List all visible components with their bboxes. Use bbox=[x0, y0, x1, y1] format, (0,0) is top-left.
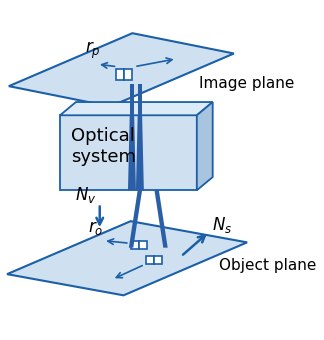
Polygon shape bbox=[138, 84, 142, 115]
Text: Object plane: Object plane bbox=[219, 258, 316, 273]
Polygon shape bbox=[197, 102, 213, 190]
Polygon shape bbox=[60, 102, 213, 115]
Polygon shape bbox=[128, 115, 136, 190]
Polygon shape bbox=[124, 69, 133, 80]
Text: Image plane: Image plane bbox=[199, 76, 294, 91]
Polygon shape bbox=[60, 115, 197, 190]
Polygon shape bbox=[155, 256, 162, 265]
Polygon shape bbox=[145, 256, 154, 265]
Text: $N_v$: $N_v$ bbox=[75, 185, 97, 205]
Text: $r_p$: $r_p$ bbox=[85, 39, 100, 61]
Text: $r_o$: $r_o$ bbox=[88, 219, 104, 237]
Polygon shape bbox=[155, 190, 168, 248]
Polygon shape bbox=[136, 115, 144, 190]
Polygon shape bbox=[129, 190, 142, 248]
Polygon shape bbox=[139, 241, 147, 250]
Polygon shape bbox=[7, 221, 247, 295]
Polygon shape bbox=[131, 241, 139, 250]
Text: $N_s$: $N_s$ bbox=[212, 215, 232, 235]
Polygon shape bbox=[9, 33, 234, 106]
Text: Optical
system: Optical system bbox=[71, 128, 136, 166]
Polygon shape bbox=[130, 84, 134, 115]
Polygon shape bbox=[116, 69, 123, 80]
